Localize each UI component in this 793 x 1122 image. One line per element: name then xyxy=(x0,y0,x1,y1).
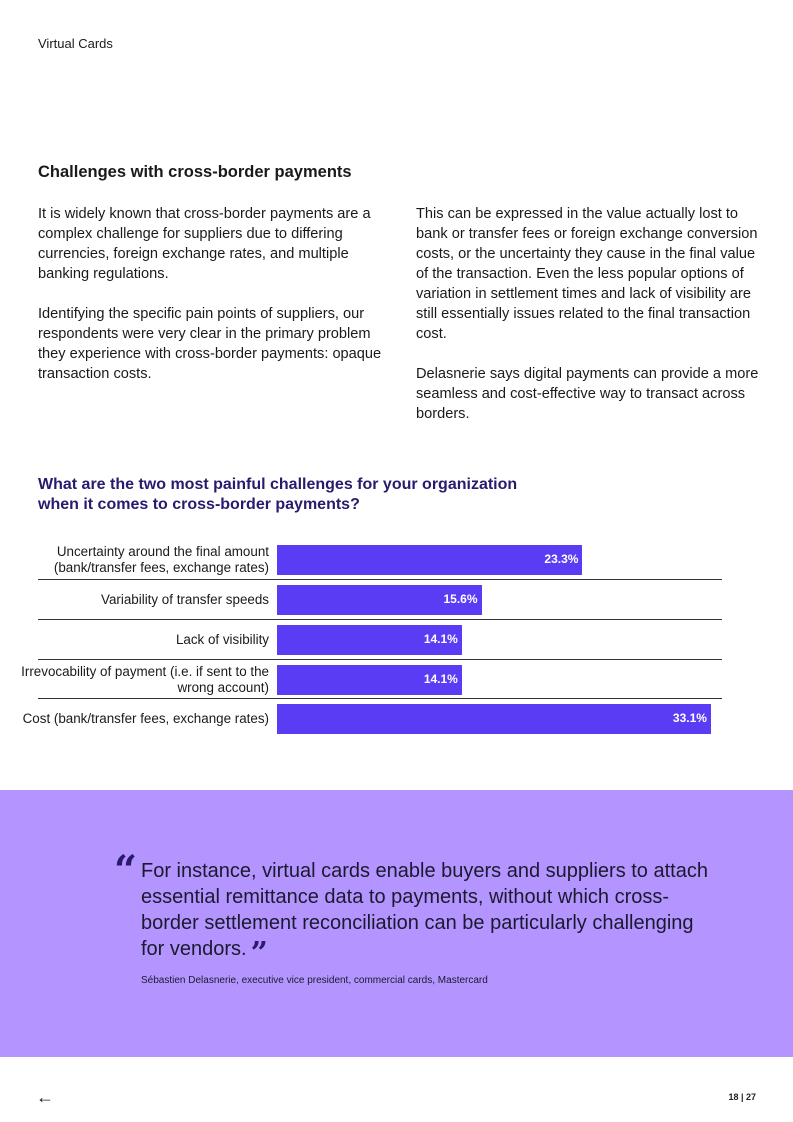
category-label-text: Irrevocability of payment (i.e. if sent … xyxy=(21,664,269,695)
paragraph: This can be expressed in the value actua… xyxy=(416,206,758,342)
bar: 33.1% xyxy=(277,704,711,734)
quote-box xyxy=(0,790,793,1057)
section-heading: Challenges with cross-border payments xyxy=(38,163,352,181)
category-label-text: Lack of visibility xyxy=(175,632,269,647)
category-label-text: Variability of transfer speeds xyxy=(101,592,269,607)
row-divider xyxy=(38,659,722,660)
quote-body: For instance, virtual cards enable buyer… xyxy=(141,860,708,960)
data-label: 33.1% xyxy=(672,711,707,725)
category-label: Lack of visibility xyxy=(19,622,269,658)
bar: 23.3% xyxy=(277,545,583,575)
quote-text: For instance, virtual cards enable buyer… xyxy=(141,858,721,969)
data-label: 14.1% xyxy=(423,672,458,686)
page-number: 18 | 27 xyxy=(728,1092,756,1102)
category-label: Variability of transfer speeds xyxy=(19,582,269,618)
data-label: 15.6% xyxy=(443,592,478,606)
header-title: Virtual Cards xyxy=(38,36,113,51)
bar: 14.1% xyxy=(277,625,462,655)
bar: 15.6% xyxy=(277,585,482,615)
category-label-text: Uncertainty around the final amount (ban… xyxy=(53,544,269,575)
data-label: 14.1% xyxy=(423,632,458,646)
category-label: Uncertainty around the final amount (ban… xyxy=(19,542,269,578)
paragraph: Delasnerie says digital payments can pro… xyxy=(416,366,759,422)
row-divider xyxy=(38,698,722,699)
close-quote-icon: ” xyxy=(250,936,268,971)
category-label: Cost (bank/transfer fees, exchange rates… xyxy=(19,701,269,737)
row-divider xyxy=(38,619,722,620)
paragraph: It is widely known that cross-border pay… xyxy=(38,206,371,282)
quote-attribution: Sébastien Delasnerie, executive vice pre… xyxy=(141,975,488,986)
category-label-text: Cost (bank/transfer fees, exchange rates… xyxy=(22,711,269,726)
arrow-left-icon[interactable]: ← xyxy=(36,1087,54,1107)
chart-title: What are the two most painful challenges… xyxy=(38,476,518,513)
bar: 14.1% xyxy=(277,665,462,695)
quote-block: For instance, virtual cards enable buyer… xyxy=(141,858,721,987)
row-divider xyxy=(38,579,722,580)
data-label: 23.3% xyxy=(544,552,579,566)
right-column: This can be expressed in the value actua… xyxy=(416,204,761,444)
left-column: It is widely known that cross-border pay… xyxy=(38,204,383,404)
paragraph: Identifying the specific pain points of … xyxy=(38,306,382,382)
category-label: Irrevocability of payment (i.e. if sent … xyxy=(19,662,269,698)
open-quote-icon: “ xyxy=(114,847,138,894)
